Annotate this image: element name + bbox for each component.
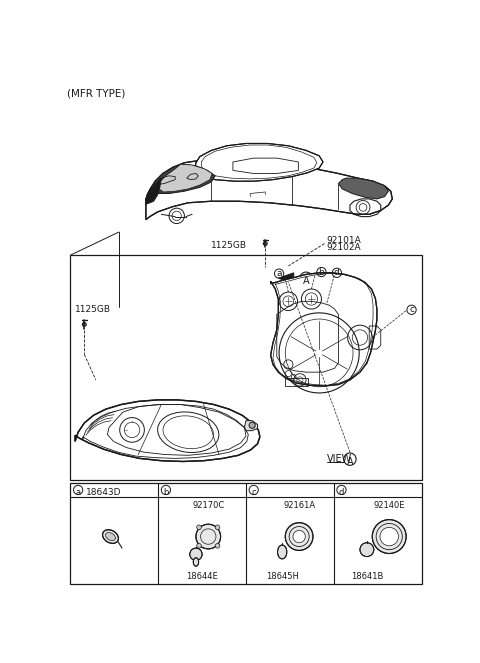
Text: 18644E: 18644E [186, 572, 218, 581]
Text: VIEW: VIEW [327, 454, 352, 464]
Ellipse shape [106, 532, 116, 540]
Text: 1125GB: 1125GB [211, 241, 247, 249]
Circle shape [190, 548, 202, 560]
Text: 1125GB: 1125GB [75, 304, 111, 314]
Polygon shape [338, 178, 388, 199]
Ellipse shape [277, 545, 287, 559]
Polygon shape [159, 164, 212, 192]
Circle shape [249, 422, 255, 428]
Polygon shape [271, 273, 377, 386]
Ellipse shape [193, 558, 199, 566]
Text: d: d [334, 269, 340, 277]
Text: d: d [339, 488, 344, 497]
Polygon shape [146, 178, 161, 204]
Text: A: A [347, 457, 353, 467]
Bar [71, 255, 421, 480]
Text: a: a [75, 488, 81, 497]
Text: b: b [163, 488, 168, 497]
Circle shape [83, 322, 86, 326]
Text: b: b [319, 268, 324, 276]
Circle shape [215, 525, 220, 530]
Text: c: c [252, 488, 256, 497]
Circle shape [372, 520, 406, 554]
Circle shape [285, 522, 313, 550]
Circle shape [360, 543, 374, 556]
Polygon shape [154, 164, 215, 194]
Circle shape [197, 544, 201, 548]
Circle shape [293, 530, 305, 543]
Polygon shape [75, 400, 260, 461]
Text: 18641B: 18641B [351, 572, 383, 581]
Text: 92140E: 92140E [373, 501, 405, 510]
Circle shape [380, 527, 398, 546]
Polygon shape [278, 273, 294, 284]
Ellipse shape [103, 530, 119, 544]
Polygon shape [244, 420, 258, 431]
Bar [71, 483, 421, 584]
Text: 92170C: 92170C [192, 501, 224, 510]
Circle shape [215, 544, 220, 548]
Text: c: c [409, 305, 414, 314]
Text: 92101A: 92101A [327, 236, 361, 245]
Polygon shape [146, 160, 392, 219]
Text: (MFR TYPE): (MFR TYPE) [67, 89, 126, 99]
Polygon shape [194, 143, 323, 181]
Text: a: a [276, 269, 282, 278]
Circle shape [196, 524, 221, 549]
Text: 92161A: 92161A [283, 501, 315, 510]
Circle shape [197, 525, 201, 530]
Text: 92102A: 92102A [327, 243, 361, 252]
Text: 18645H: 18645H [266, 572, 299, 581]
Text: A: A [303, 276, 310, 286]
Circle shape [264, 241, 267, 245]
Text: 18643D: 18643D [86, 488, 121, 497]
